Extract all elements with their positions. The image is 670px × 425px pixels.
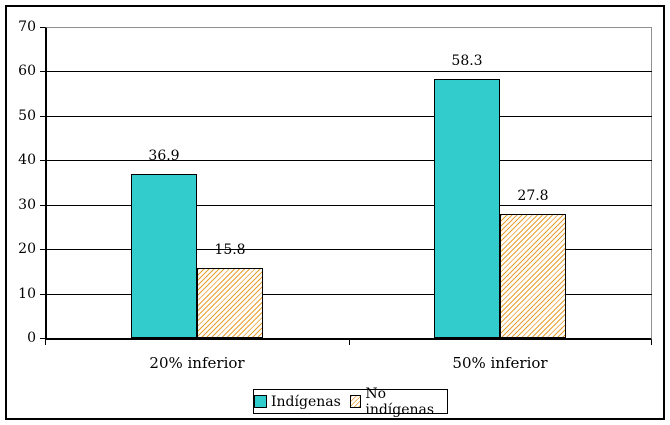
legend-item-no-ind-genas: No indígenas <box>349 385 447 418</box>
y-axis-label-0: 0 <box>27 330 36 346</box>
gridline-20 <box>47 249 652 250</box>
y-axis-label-10: 10 <box>18 286 36 302</box>
y-axis-tick-10 <box>40 294 45 295</box>
y-axis-label-30: 30 <box>18 197 36 213</box>
y-axis-tick-20 <box>40 249 45 250</box>
y-axis-tick-30 <box>40 205 45 206</box>
x-axis-tick-1 <box>349 340 350 345</box>
bar-no-ind-genas-20-inferior <box>197 268 263 338</box>
bar-no-ind-genas-50-inferior <box>500 214 566 338</box>
bar-ind-genas-20-inferior <box>131 174 197 338</box>
y-axis-label-40: 40 <box>18 152 36 168</box>
y-axis-tick-40 <box>40 160 45 161</box>
y-axis-label-50: 50 <box>18 108 36 124</box>
legend-label-ind-genas: Indígenas <box>271 393 341 410</box>
gridline-30 <box>47 205 652 206</box>
y-axis-label-60: 60 <box>18 63 36 79</box>
category-label-20-inferior: 20% inferior <box>149 354 245 372</box>
y-axis-tick-0 <box>40 338 45 339</box>
y-axis-tick-60 <box>40 71 45 72</box>
value-label-ind-genas-50-inferior: 58.3 <box>451 53 483 69</box>
gridline-60 <box>47 71 652 72</box>
legend: Indígenas No indígenas <box>253 386 448 418</box>
gridline-40 <box>47 160 652 161</box>
y-axis-tick-70 <box>40 27 45 28</box>
gridline-50 <box>47 116 652 117</box>
value-label-ind-genas-20-inferior: 36.9 <box>148 148 180 164</box>
value-label-no-ind-genas-20-inferior: 15.8 <box>214 242 246 258</box>
legend-label-no-ind-genas: No indígenas <box>365 385 435 418</box>
y-axis-label-20: 20 <box>18 241 36 257</box>
chart-border <box>5 5 665 420</box>
y-axis-tick-50 <box>40 116 45 117</box>
bar-ind-genas-50-inferior <box>434 79 500 338</box>
y-axis-label-70: 70 <box>18 19 36 35</box>
value-label-no-ind-genas-50-inferior: 27.8 <box>517 188 549 204</box>
x-axis-tick-0 <box>45 340 46 345</box>
category-label-50-inferior: 50% inferior <box>452 354 548 372</box>
legend-item-ind-genas: Indígenas <box>254 394 341 410</box>
x-axis-tick-2 <box>651 340 652 345</box>
legend-swatch-icon-ind-genas <box>254 395 267 408</box>
legend-swatch-icon-no-ind-genas <box>349 395 362 408</box>
gridline-10 <box>47 294 652 295</box>
